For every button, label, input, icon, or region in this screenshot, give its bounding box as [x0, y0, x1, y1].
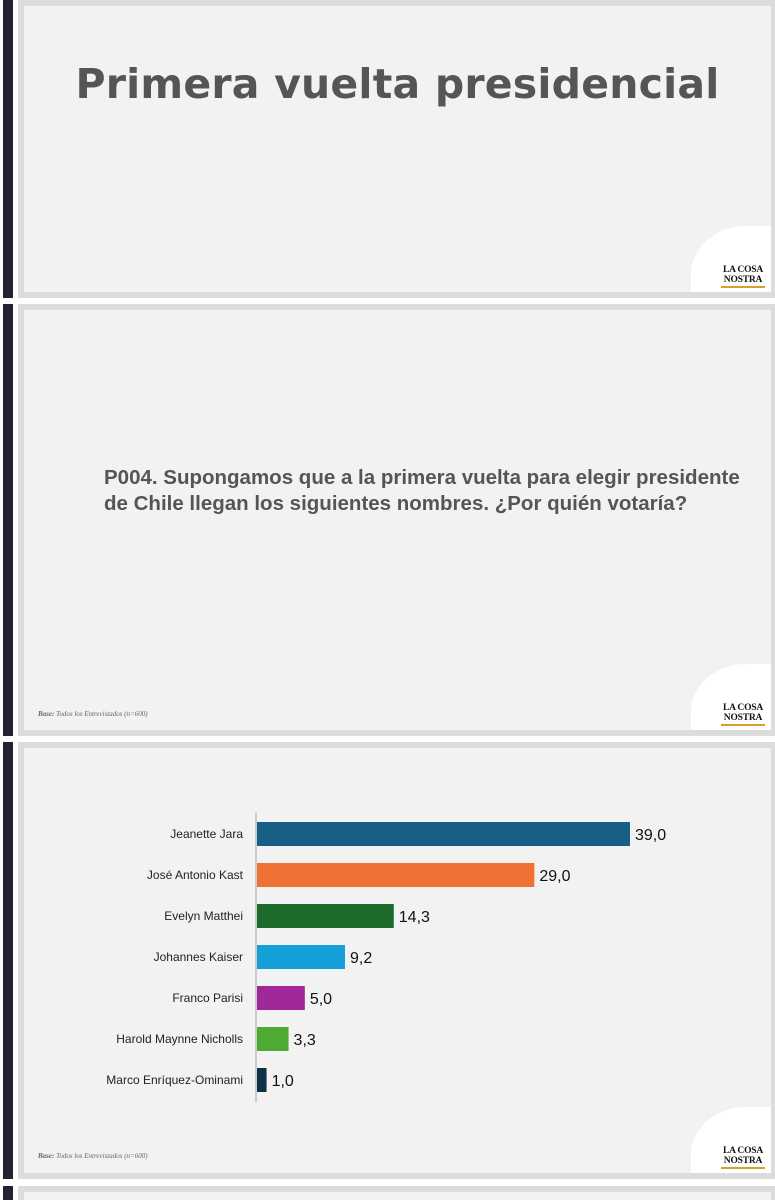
bar	[257, 863, 535, 887]
slide-left-bar	[3, 1186, 13, 1200]
slide-left-bar	[3, 0, 13, 298]
bar	[257, 986, 305, 1010]
value-label: 5,0	[310, 991, 332, 1008]
base-note-label: Base:	[38, 710, 55, 718]
slide-content: Primera vuelta presidencial LA COSA NOST…	[24, 6, 771, 292]
base-note-label: Base:	[38, 1152, 55, 1160]
base-note-text: Todos los Entrevistados (n=600)	[56, 710, 148, 718]
category-label: Evelyn Matthei	[164, 909, 243, 923]
bar	[257, 822, 630, 846]
category-label: Harold Maynne Nicholls	[116, 1032, 243, 1046]
slide-background: Primera vuelta presidencial LA COSA NOST…	[18, 0, 775, 298]
slide-question: P004. Supongamos que a la primera vuelta…	[0, 304, 775, 736]
value-label: 9,2	[350, 950, 372, 967]
brand-logo: LA COSA NOSTRA	[721, 265, 765, 288]
value-label: 1,0	[272, 1073, 294, 1090]
slide-title: Primera vuelta presidencial LA COSA NOST…	[0, 0, 775, 298]
brand-logo: LA COSA NOSTRA	[721, 703, 765, 726]
slide-next	[0, 1186, 775, 1200]
bar	[257, 904, 394, 928]
bar	[257, 1068, 267, 1092]
slide-content: Jeanette Jara 39,0 José Antonio Kast 29,0 Ev…	[24, 748, 771, 1173]
bar-chart: Jeanette Jara 39,0 José Antonio Kast 29,0 Ev…	[106, 812, 666, 1102]
slide-background	[18, 1186, 775, 1200]
base-note-text: Todos los Entrevistados (n=600)	[56, 1152, 148, 1160]
value-label: 39,0	[635, 827, 666, 844]
logo-line-1: LA COSA	[722, 1146, 764, 1156]
slide-content	[24, 1192, 771, 1200]
category-label: Jeanette Jara	[170, 827, 243, 841]
slide-content: P004. Supongamos que a la primera vuelta…	[24, 310, 771, 730]
slide-background: P004. Supongamos que a la primera vuelta…	[18, 304, 775, 736]
value-label: 29,0	[539, 868, 570, 885]
question-text: P004. Supongamos que a la primera vuelta…	[104, 466, 740, 515]
value-label: 14,3	[399, 909, 430, 926]
slide-left-bar	[3, 304, 13, 736]
slide-title-heading: Primera vuelta presidencial	[75, 60, 720, 108]
value-label: 3,3	[294, 1032, 316, 1049]
logo-line-1: LA COSA	[722, 703, 764, 713]
logo-line-1: LA COSA	[722, 265, 764, 275]
logo-rule	[721, 1167, 765, 1169]
bar	[257, 945, 345, 969]
logo-rule	[721, 724, 765, 726]
category-label: Johannes Kaiser	[154, 950, 243, 964]
brand-logo: LA COSA NOSTRA	[721, 1146, 765, 1169]
logo-rule	[721, 286, 765, 288]
category-label: José Antonio Kast	[147, 868, 244, 882]
base-note: Base: Todos los Entrevistados (n=600)	[38, 1152, 148, 1160]
logo-line-2: NOSTRA	[723, 274, 763, 285]
bar	[257, 1027, 289, 1051]
logo-line-2: NOSTRA	[723, 1155, 763, 1166]
category-label: Franco Parisi	[172, 991, 243, 1005]
logo-line-2: NOSTRA	[723, 712, 763, 723]
slide-left-bar	[3, 742, 13, 1179]
base-note: Base: Todos los Entrevistados (n=600)	[38, 710, 148, 718]
category-label: Marco Enríquez-Ominami	[106, 1073, 243, 1087]
slide-chart: Jeanette Jara 39,0 José Antonio Kast 29,0 Ev…	[0, 742, 775, 1179]
slide-background: Jeanette Jara 39,0 José Antonio Kast 29,0 Ev…	[18, 742, 775, 1179]
